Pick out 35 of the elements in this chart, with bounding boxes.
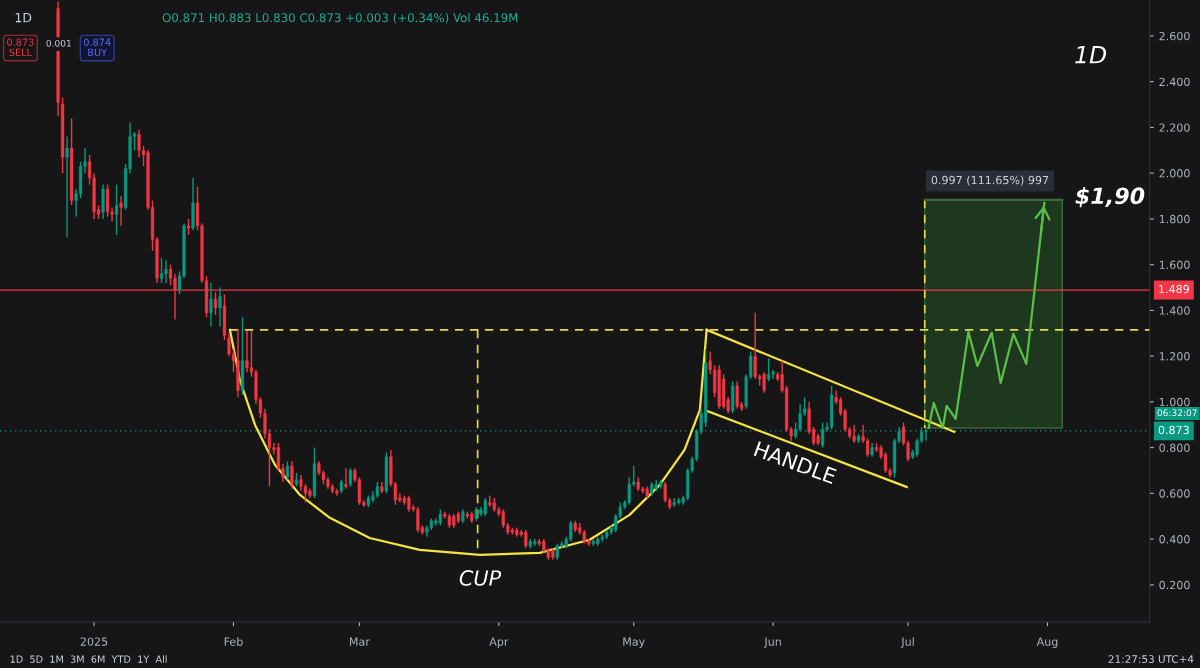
text: 06:32:07 [1157, 409, 1197, 417]
annotation: 0.874 BUY [83, 38, 111, 56]
annotation: 0.001 [46, 39, 71, 47]
y-tick-label: 1.800 [1159, 214, 1190, 224]
y-tick-label: 0.600 [1159, 489, 1190, 498]
ref-line-label: 1.489 [1159, 284, 1189, 294]
y-tick-label: 2.200 [1159, 123, 1190, 132]
y-tick-label: 1.200 [1159, 352, 1190, 361]
ref-line-label: 0.873 [1158, 425, 1189, 435]
annotation: O0.871 H0.883 L0.830 C0.873 +0.003 (+0.34%) Vol 46.19M [162, 12, 518, 24]
annotation: CUP [459, 570, 502, 586]
x-tick-label: Aug [1036, 637, 1058, 648]
x-tick-label: 2025 [80, 637, 108, 646]
x-tick-label: Jun [763, 637, 781, 648]
annotation: 1D [15, 13, 32, 23]
y-tick-label: 2.000 [1159, 169, 1190, 178]
y-tick-label: 2.400 [1159, 77, 1190, 87]
y-tick-label: 0.200 [1159, 580, 1190, 590]
y-tick-label: 0.800 [1159, 443, 1190, 452]
text: 21:27:53 UTC+4 [1108, 655, 1194, 664]
x-tick-label: Jul [900, 637, 914, 648]
x-tick-label: Feb [224, 637, 243, 646]
text: 1D 5D 1M 3M 6M YTD 1Y All [10, 655, 167, 663]
x-tick-label: May [623, 637, 645, 648]
annotation: 0.997 (111.65%) 997 [931, 175, 1049, 186]
y-tick-label: 0.400 [1159, 535, 1190, 544]
x-tick-label: Apr [489, 637, 509, 648]
text: 1D [1075, 46, 1107, 64]
y-tick-label: 2.600 [1159, 31, 1190, 41]
y-tick-label: 1.000 [1159, 397, 1190, 407]
y-tick-label: 1.400 [1159, 306, 1190, 315]
x-tick-label: Mar [350, 637, 370, 646]
y-tick-label: 1.600 [1159, 260, 1190, 270]
annotation: $1,90 [1075, 186, 1145, 208]
annotation: 0.873 SELL [7, 38, 34, 56]
